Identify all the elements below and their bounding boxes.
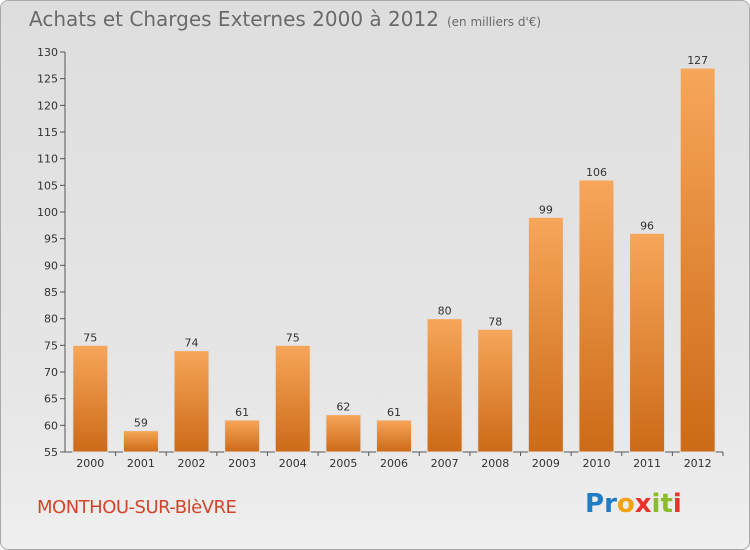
logo-letter: t	[660, 489, 673, 519]
bar-value-label: 61	[387, 406, 401, 419]
bar-value-label: 75	[83, 331, 97, 344]
y-tick-label: 120	[37, 99, 58, 112]
bars-group: 75 59 74 61 75 62 61 80 78 99 106 96 127	[72, 54, 716, 453]
x-tick-label: 2009	[532, 457, 560, 470]
y-tick-label: 75	[44, 339, 58, 352]
y-tick-label: 90	[44, 259, 58, 272]
logo-letter: P	[585, 489, 605, 519]
logo-letter: r	[604, 489, 617, 519]
x-tick-label: 2006	[380, 457, 408, 470]
bar-value-label: 62	[336, 401, 350, 414]
y-axis: 55 60 65 70 75 80 85 90 95 100 105 110 115 120 125 130	[37, 46, 66, 459]
proxiti-logo[interactable]: Proxiti	[585, 489, 682, 519]
x-tick-label: 2008	[481, 457, 509, 470]
bar-value-label: 96	[640, 219, 654, 232]
chart-title-text: Achats et Charges Externes 2000 à 2012	[29, 7, 439, 31]
y-tick-label: 125	[37, 73, 58, 86]
x-tick-label: 2005	[329, 457, 357, 470]
y-tick-label: 100	[37, 206, 58, 219]
bar	[679, 67, 716, 453]
y-tick-label: 80	[44, 313, 58, 326]
bar-value-label: 74	[185, 337, 199, 350]
bar	[173, 350, 210, 453]
chart-title: Achats et Charges Externes 2000 à 2012 (e…	[29, 7, 541, 31]
x-tick-label: 2000	[76, 457, 104, 470]
bar	[578, 179, 615, 453]
x-tick-label: 2010	[582, 457, 610, 470]
bar	[274, 344, 311, 453]
y-tick-label: 65	[44, 393, 58, 406]
x-axis: 2000 2001 2002 2003 2004 2005 2006 2007 2008 2009…	[65, 451, 724, 470]
x-tick-label: 2003	[228, 457, 256, 470]
bar	[325, 414, 362, 453]
x-tick-label: 2012	[684, 457, 712, 470]
y-tick-label: 70	[44, 366, 58, 379]
y-tick-label: 60	[44, 419, 58, 432]
x-tick-label: 2007	[431, 457, 459, 470]
x-tick-label: 2004	[279, 457, 307, 470]
y-tick-label: 85	[44, 286, 58, 299]
logo-letter: i	[672, 489, 682, 519]
bar	[426, 318, 463, 453]
x-tick-label: 2002	[178, 457, 206, 470]
bar	[72, 344, 109, 453]
y-tick-label: 55	[44, 446, 58, 459]
y-tick-label: 130	[37, 46, 58, 59]
logo-letter: o	[616, 489, 635, 519]
bar-value-label: 61	[235, 406, 249, 419]
bar-value-label: 78	[488, 315, 502, 328]
commune-name: MONTHOU-SUR-BlèVRE	[37, 497, 237, 518]
bar-value-label: 75	[286, 331, 300, 344]
bar	[477, 328, 514, 453]
y-tick-label: 110	[37, 153, 58, 166]
bar-value-label: 127	[687, 54, 708, 67]
bar	[122, 430, 159, 453]
logo-letter: i	[651, 489, 661, 519]
bar-value-label: 99	[539, 203, 553, 216]
bar	[629, 232, 666, 453]
bar	[376, 419, 412, 453]
x-tick-label: 2011	[633, 457, 661, 470]
y-tick-label: 105	[37, 179, 58, 192]
logo-letter: x	[634, 489, 652, 519]
chart-unit: (en milliers d'€)	[446, 15, 542, 29]
bar	[527, 216, 564, 453]
x-tick-label: 2001	[127, 457, 155, 470]
bar-value-label: 106	[586, 166, 607, 179]
bar-value-label: 59	[134, 417, 148, 430]
bar-value-label: 80	[438, 305, 452, 318]
y-tick-label: 95	[44, 233, 58, 246]
y-tick-label: 115	[37, 126, 58, 139]
bar	[224, 419, 261, 453]
